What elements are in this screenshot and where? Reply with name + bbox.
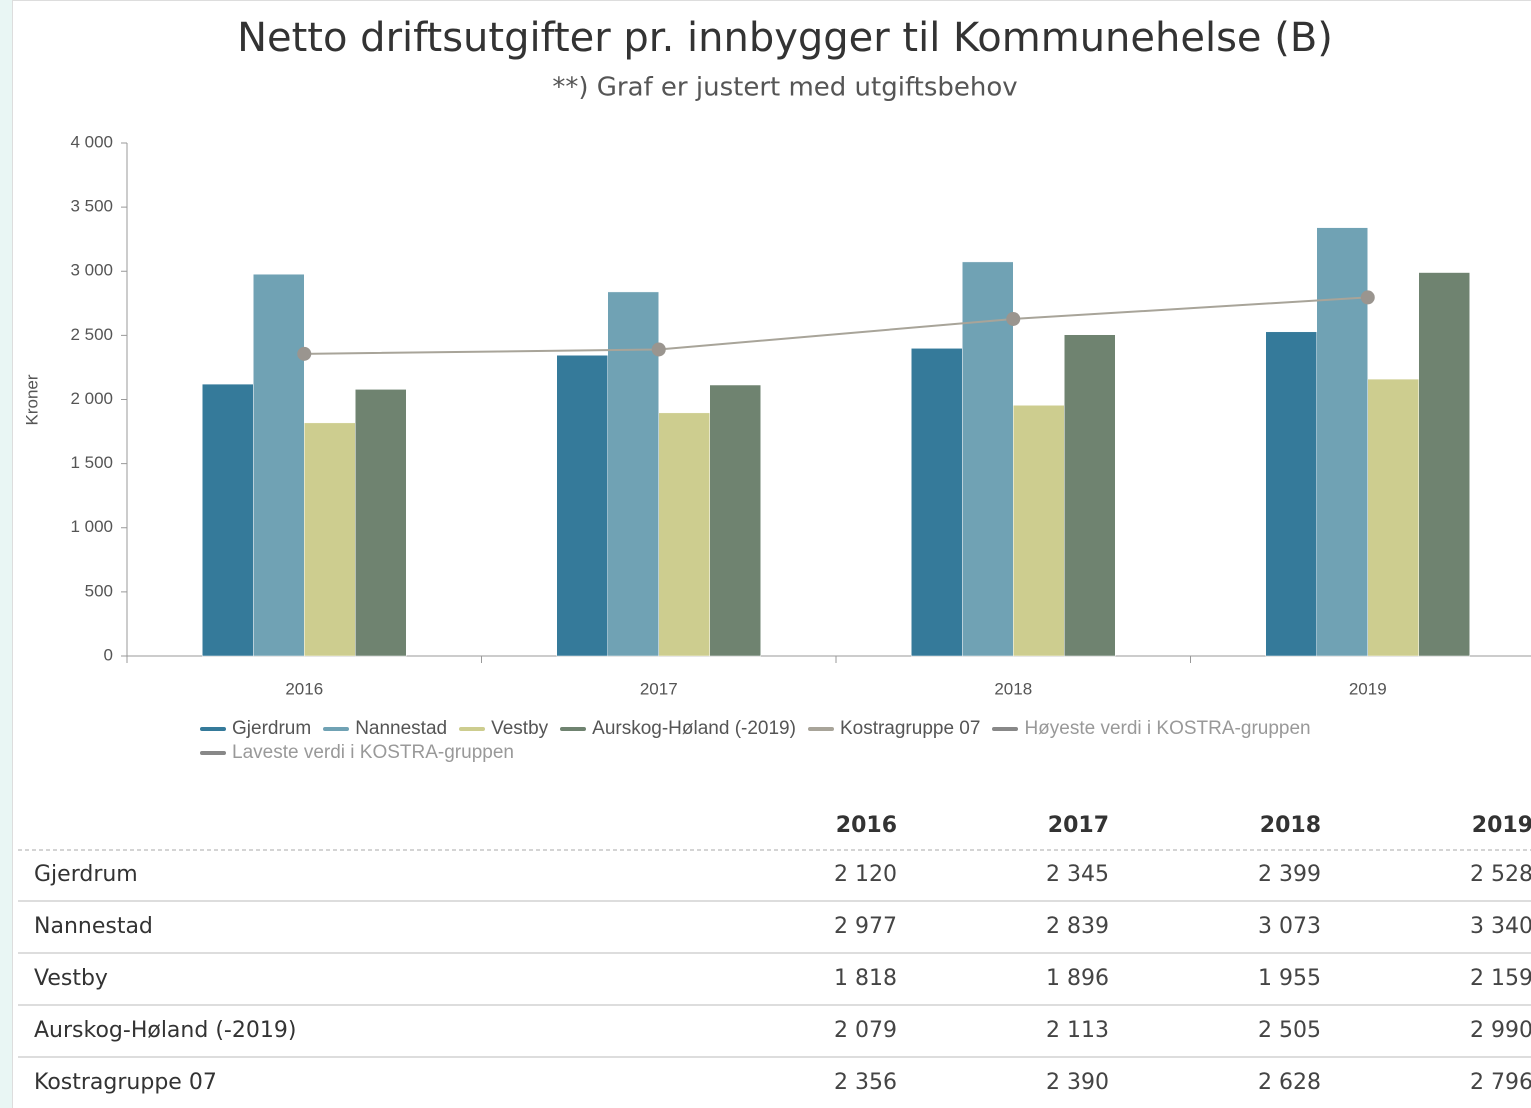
line-marker [651,342,666,357]
table-row-label: Kostragruppe 07 [34,1070,217,1095]
legend-item[interactable]: Laveste verdi i KOSTRA-gruppen [200,742,514,764]
table-header: 2017 [1048,813,1109,838]
legend-item[interactable]: Høyeste verdi i KOSTRA-gruppen [992,718,1311,740]
bar [1367,378,1419,657]
line-marker [1360,290,1375,305]
legend: Gjerdrum Nannestad Vestby Aurskog-Høland (-… [200,718,1400,764]
x-tick-label: 2018 [994,679,1032,698]
bar [658,412,710,657]
table-cell: 1 818 [834,966,897,991]
y-tick-label: 3 500 [70,197,113,216]
y-tick-label: 3 000 [70,261,113,280]
table-cell: 2 628 [1258,1070,1321,1095]
table-cell: 2 120 [834,862,897,887]
bar [1418,272,1470,657]
table-row-label: Vestby [34,966,108,991]
table-header: 2018 [1260,813,1321,838]
line-marker [1006,311,1021,326]
bar [709,384,761,657]
y-tick-label: 2 000 [70,389,113,408]
legend-item[interactable]: Kostragruppe 07 [807,718,981,740]
side-strip [0,0,12,1108]
legend-item[interactable]: Nannestad [323,718,447,740]
table-cell: 3 340 [1470,914,1531,939]
legend-swatch [200,751,226,755]
bar [1064,334,1116,657]
legend-swatch [459,727,486,731]
x-tick-label: 2017 [640,679,678,698]
legend-swatch [323,727,350,731]
legend-label: Gjerdrum [232,718,312,739]
line [304,296,1368,355]
table-row-label: Aurskog-Høland (-2019) [34,1018,296,1043]
table-cell: 2 505 [1258,1018,1321,1043]
legend-item[interactable]: Vestby [459,718,548,740]
bar [355,389,407,657]
y-axis-label: Kroner [22,374,41,425]
legend-item[interactable]: Aurskog-Høland (-2019) [560,718,796,740]
table-header: 2016 [836,813,897,838]
table-cell: 2 079 [834,1018,897,1043]
bar [556,355,608,657]
y-tick-label: 2 500 [70,325,113,344]
bar [1013,405,1065,657]
table-cell: 2 990 [1470,1018,1531,1043]
legend-label: Nannestad [355,718,448,739]
x-tick-label: 2019 [1349,679,1387,698]
table-cell: 1 896 [1046,966,1109,991]
legend-swatch [807,727,834,731]
table-cell: 2 345 [1046,862,1109,887]
y-tick-label: 500 [85,581,113,600]
x-tick-label: 2016 [285,679,323,698]
y-tick-label: 1 500 [70,453,113,472]
legend-label: Høyeste verdi i KOSTRA-gruppen [1024,718,1311,739]
table-cell: 2 356 [834,1070,897,1095]
legend-label: Aurskog-Høland (-2019) [592,718,796,739]
table-cell: 2 977 [834,914,897,939]
y-tick-label: 0 [104,645,113,664]
table-row-label: Gjerdrum [34,862,138,887]
bar [1316,227,1368,657]
table-cell: 3 073 [1258,914,1321,939]
bar [1265,331,1317,657]
legend-label: Kostragruppe 07 [839,718,981,739]
bar [202,383,254,657]
legend-swatch [200,727,226,731]
legend-item[interactable]: Gjerdrum [200,718,311,740]
legend-swatch [992,727,1019,731]
legend-label: Vestby [491,718,549,739]
table-cell: 2 839 [1046,914,1109,939]
legend-swatch [560,727,587,731]
table-header: 2019 [1472,813,1531,838]
card [12,0,1531,1108]
legend-label: Laveste verdi i KOSTRA-gruppen [232,742,514,763]
bar [304,422,356,657]
table-cell: 2 399 [1258,862,1321,887]
chart-title: Netto driftsutgifter pr. innbygger til K… [237,15,1333,61]
bar [911,348,963,657]
table-cell: 2 796 [1470,1070,1531,1095]
line-marker [297,346,312,361]
chart-subtitle: **) Graf er justert med utgiftsbehov [552,73,1017,103]
table-cell: 2 390 [1046,1070,1109,1095]
table-cell: 1 955 [1258,966,1321,991]
y-tick-label: 4 000 [70,132,113,151]
y-tick-label: 1 000 [70,517,113,536]
table-cell: 2 113 [1046,1018,1109,1043]
table-cell: 2 528 [1470,862,1531,887]
table-row-label: Nannestad [34,914,153,939]
bar [607,291,659,657]
bar [962,261,1014,657]
table-cell: 2 159 [1470,966,1531,991]
bar [253,273,305,657]
